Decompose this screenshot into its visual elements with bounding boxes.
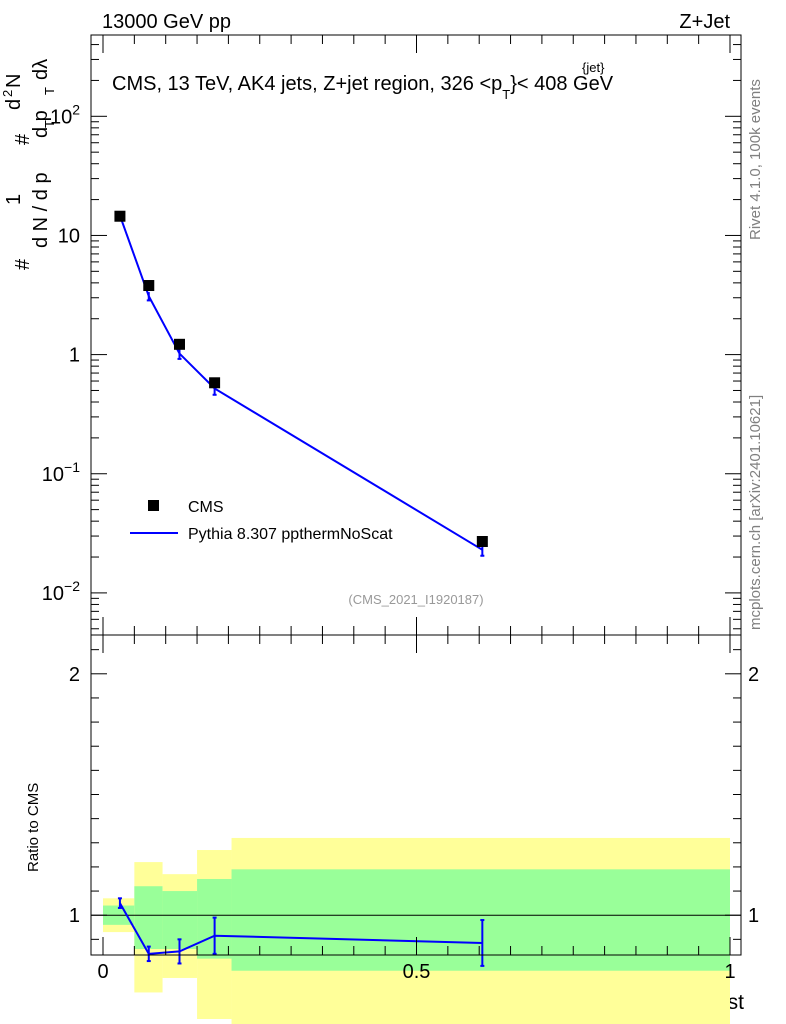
x-tick-label: 1 — [724, 961, 735, 983]
legend: CMS Pythia 8.307 ppthermNoScat — [130, 499, 393, 543]
ylabel-d: d — [3, 99, 25, 110]
chart-title-suffix: }< 408 GeV — [510, 73, 614, 95]
main-panel: CMS, 13 TeV, AK4 jets, Z+jet region, 326… — [112, 60, 614, 607]
y-tick-exponent: 2 — [72, 101, 80, 117]
ratio-y-tick-label-right: 2 — [748, 664, 759, 686]
ratio-panel — [91, 837, 741, 1024]
ylabel-dpt: d p — [30, 110, 52, 138]
ratio-y-tick-label: 1 — [69, 905, 80, 927]
ylabel-one: 1 — [3, 194, 25, 205]
y-tick-base: 10 — [50, 106, 72, 128]
y-tick-exponent: −1 — [64, 459, 80, 475]
chart-title-sub: T — [502, 87, 510, 102]
y-tick-label: 102 — [50, 101, 80, 128]
ylabel-n: N — [3, 74, 25, 88]
header-left: 13000 GeV pp — [102, 11, 231, 33]
y-tick-base: 10 — [42, 464, 64, 486]
legend-marker-cms — [148, 500, 159, 511]
x-tick-label: 0 — [97, 961, 108, 983]
y-tick-label: 10−1 — [42, 459, 80, 486]
rivet-label: Rivet 4.1.0, 100k events — [747, 79, 764, 240]
y-tick-label: 1 — [69, 345, 80, 367]
x-tick-label: 0.5 — [403, 961, 431, 983]
y-tick-label: 10 — [58, 225, 80, 247]
ylabel-sub-t-1: T — [42, 120, 57, 128]
header-right: Z+Jet — [679, 11, 730, 33]
data-point — [143, 280, 155, 292]
y-tick-label: 10−2 — [42, 578, 80, 605]
mc-series-line — [118, 215, 483, 551]
data-point — [114, 210, 126, 222]
ratio-y-axis-label: Ratio to CMS — [25, 783, 42, 872]
main-y-axis-label: # d N / d p T 1 # d p T d 2 N dλ — [0, 59, 57, 270]
y-tick-base: 1 — [69, 345, 80, 367]
data-point — [209, 377, 221, 389]
chart-title-main: CMS, 13 TeV, AK4 jets, Z+jet region, 326… — [112, 73, 502, 95]
data-point — [476, 536, 488, 548]
ylabel-dlambda: dλ — [30, 59, 52, 80]
ratio-y-tick-label: 2 — [69, 664, 80, 686]
ylabel-sub-t-2: T — [42, 87, 57, 95]
chart-title: CMS, 13 TeV, AK4 jets, Z+jet region, 326… — [112, 73, 614, 102]
data-point — [173, 338, 185, 350]
y-tick-base: 10 — [58, 225, 80, 247]
main-frame — [90, 34, 742, 636]
source-label: mcplots.cern.ch [arXiv:2401.10621] — [747, 395, 764, 630]
chart-title-sup: {jet} — [582, 60, 605, 75]
ylabel-sup-2: 2 — [0, 90, 15, 97]
ratio-band-inner — [134, 886, 163, 949]
ratio-y-tick-label-right: 1 — [748, 905, 759, 927]
legend-label-cms: CMS — [188, 499, 224, 516]
ylabel-hash-2: # — [12, 133, 34, 145]
ylabel-hash-1: # — [12, 258, 34, 270]
analysis-tag: (CMS_2021_I1920187) — [348, 592, 483, 607]
y-tick-base: 10 — [42, 583, 64, 605]
y-tick-exponent: −2 — [64, 578, 80, 594]
legend-label-pythia: Pythia 8.307 ppthermNoScat — [188, 526, 393, 543]
ylabel-dndpt: d N / d p — [30, 172, 52, 248]
